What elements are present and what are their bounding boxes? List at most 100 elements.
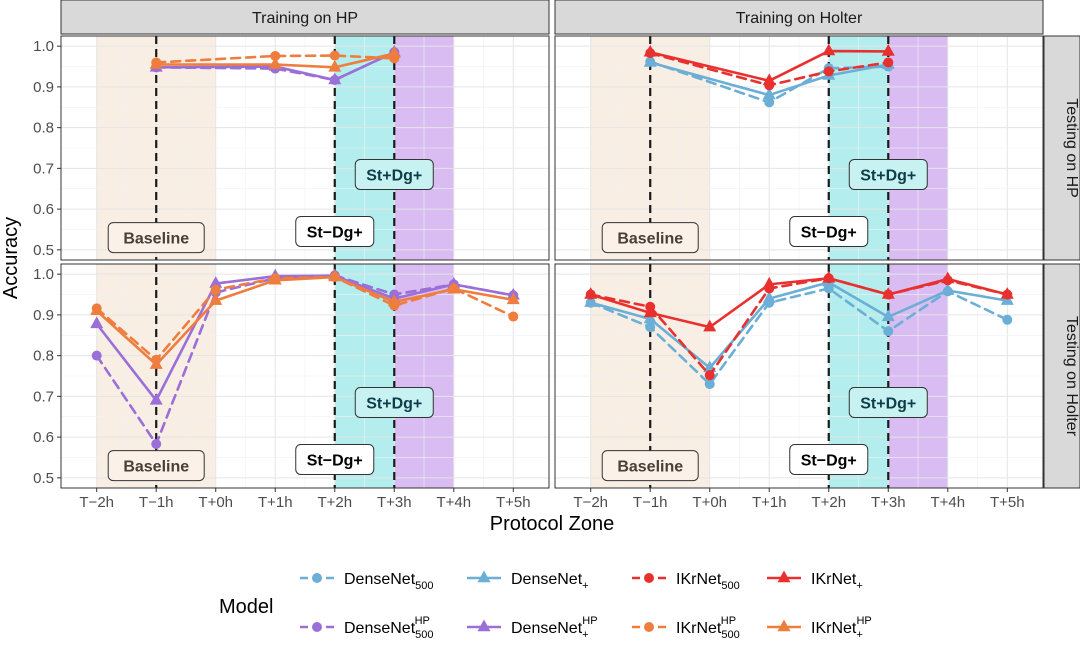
- row-strip: [1043, 263, 1080, 489]
- zone-label-stdgplus: St+Dg+: [354, 158, 434, 190]
- series-line: [589, 287, 1009, 386]
- zone-label-text: St−Dg+: [801, 452, 857, 469]
- legend-label: DenseNet+HP: [511, 615, 598, 641]
- zone-label-box: [789, 215, 869, 247]
- zone-label-text: St+Dg+: [366, 395, 422, 412]
- legend: Model DenseNet500 DenseNet+ IKrNet500 IKrNe…: [219, 570, 872, 641]
- panel: Baseline St−Dg+ St+Dg+: [60, 35, 550, 261]
- x-tick-label: T+3h: [871, 494, 906, 511]
- data-point: [1000, 287, 1014, 299]
- zone-label-text: St+Dg+: [860, 167, 916, 184]
- y-tick-label: 0.5: [33, 470, 54, 487]
- data-point: [90, 303, 104, 316]
- y-tick-label: 0.7: [33, 160, 54, 177]
- series-line: [648, 49, 890, 83]
- data-point: [149, 57, 163, 69]
- strips-layer: Training on HP Training on Holter Testing …: [60, 0, 1080, 489]
- data-point: [941, 271, 955, 284]
- row-strip-label: Testing on HP: [1063, 98, 1080, 198]
- y-tick-label: 0.9: [33, 79, 54, 96]
- legend-key-marker: [312, 622, 322, 632]
- panels-layer: Baseline St−Dg+ St+Dg+ Baseline St−Dg+ St+Dg+…: [60, 35, 1044, 489]
- x-tick-label: T+2h: [317, 494, 352, 511]
- data-point: [90, 316, 104, 329]
- zone-label-baseline: Baseline: [107, 450, 205, 482]
- y-tick-label: 0.8: [33, 120, 54, 137]
- panel-border: [60, 35, 550, 261]
- data-point: [268, 272, 282, 285]
- x-tick-label: T−2h: [79, 494, 114, 511]
- panel: Baseline St−Dg+ St+Dg+: [60, 263, 550, 489]
- series-line: [589, 276, 1009, 329]
- legend-label: DenseNet500HP: [344, 615, 434, 641]
- y-tick-label: 1.0: [33, 266, 54, 283]
- legend-label: DenseNet500: [344, 571, 434, 592]
- data-point: [762, 87, 776, 100]
- legend-label: IKrNet500HP: [676, 615, 740, 641]
- panel-plot-area: Baseline St−Dg+ St+Dg+: [555, 264, 1043, 488]
- data-point: [941, 282, 955, 295]
- y-axis-title: Accuracy: [0, 217, 22, 299]
- zone-label-stdgplus: St+Dg+: [354, 386, 434, 418]
- legend-key-marker: [644, 573, 654, 583]
- legend-item-dn500: DenseNet500: [300, 571, 434, 592]
- data-point: [881, 287, 895, 299]
- zone-label-baseline: Baseline: [107, 222, 205, 254]
- data-point: [762, 276, 776, 289]
- legend-item-ik500: IKrNet500: [632, 571, 740, 592]
- row-strip: [1043, 35, 1080, 261]
- data-point: [329, 50, 340, 61]
- zone-label-stdgplus: St+Dg+: [848, 158, 928, 190]
- data-point: [268, 57, 282, 69]
- data-point: [823, 66, 834, 77]
- column-strip-label: Training on Holter: [736, 10, 863, 27]
- series-line: [154, 52, 396, 69]
- data-point: [584, 295, 598, 307]
- panel-border: [60, 263, 550, 489]
- panel-plot-area: Baseline St−Dg+ St+Dg+: [61, 264, 549, 488]
- legend-item-dnphp: DenseNet+HP: [467, 615, 598, 641]
- zone-label-text: St−Dg+: [307, 452, 363, 469]
- data-point: [270, 50, 281, 61]
- data-point: [447, 281, 461, 294]
- data-point: [881, 44, 895, 56]
- series-line: [95, 274, 515, 402]
- y-tick-label: 0.5: [33, 242, 54, 259]
- zone-label-text: Baseline: [123, 459, 189, 476]
- data-point: [822, 43, 836, 56]
- legend-item-dn500hp: DenseNet500HP: [300, 615, 434, 641]
- legend-key-marker: [644, 622, 654, 632]
- zone-label-box: [295, 215, 375, 247]
- legend-key-marker: [312, 573, 322, 583]
- data-point: [643, 54, 657, 67]
- data-point: [328, 269, 342, 282]
- x-tick-label: T+1h: [258, 494, 293, 511]
- legend-label: IKrNet+: [811, 571, 863, 592]
- zone-label-baseline: Baseline: [601, 222, 699, 254]
- x-tick-label: T+1h: [752, 494, 787, 511]
- data-point: [506, 292, 520, 305]
- x-tick-label: T+5h: [496, 494, 531, 511]
- data-point: [643, 305, 657, 318]
- series-line: [95, 275, 515, 366]
- y-tick-label: 0.7: [33, 388, 54, 405]
- x-axis-title: Protocol Zone: [490, 513, 615, 535]
- zone-label-text: Baseline: [123, 231, 189, 248]
- data-point: [149, 392, 163, 405]
- series-ikphp: [149, 46, 401, 72]
- data-point: [881, 309, 895, 322]
- zone-label-box: [848, 158, 928, 190]
- panel-plot-area: Baseline St−Dg+ St+Dg+: [61, 36, 549, 260]
- series-line: [648, 51, 890, 87]
- data-point: [643, 44, 657, 57]
- zone-label-stdgplus: St+Dg+: [848, 386, 928, 418]
- data-point: [643, 311, 657, 324]
- legend-item-dnp: DenseNet+: [467, 570, 589, 592]
- zone-label-text: St+Dg+: [366, 167, 422, 184]
- zone-label-box: [354, 386, 434, 418]
- zone-label-stdgminus: St−Dg+: [789, 215, 869, 247]
- zone-label-stdgminus: St−Dg+: [295, 443, 375, 475]
- data-point: [508, 311, 519, 322]
- x-tick-label: T−2h: [573, 494, 608, 511]
